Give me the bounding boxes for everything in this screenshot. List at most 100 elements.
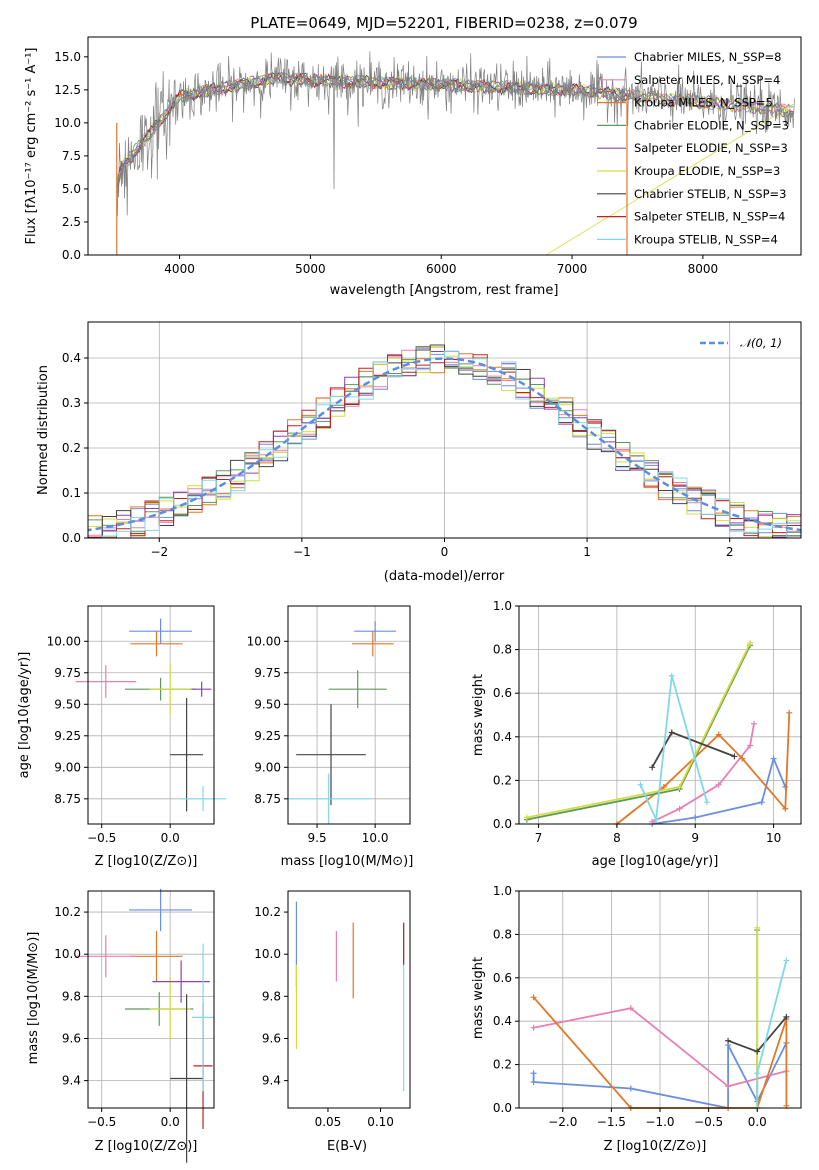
y-tick-label: 10.00: [47, 634, 81, 648]
normal-legend-label: 𝒩(0, 1): [740, 336, 782, 350]
x-tick-label: −1.0: [645, 1115, 674, 1129]
data-marker: [649, 764, 656, 771]
series: [613, 709, 793, 827]
x-tick-label: −1: [293, 545, 311, 559]
age-vs-mass-panel: 9.5 10.0 8.75 9.00 9.25 9.50 9.75 10.00: [247, 605, 411, 845]
x-tick-label: 1: [583, 545, 591, 559]
series: [523, 640, 754, 821]
y-tick-label: 0.4: [493, 730, 512, 744]
errorbar-point: [130, 931, 183, 982]
y-tick-label: 5.0: [62, 182, 81, 196]
mass-vs-metallicity-panel: −0.5 0.0 9.4 9.6 9.8 10.0 10.2: [54, 888, 215, 1163]
spectrum-ylabel: Flux [fλ10⁻¹⁷ erg cm⁻² s⁻¹ A⁻¹]: [24, 48, 39, 245]
x-tick-label: 8: [613, 831, 621, 845]
data-marker: [653, 816, 660, 823]
x-tick-label: −2: [150, 545, 168, 559]
errorbar-point: [149, 663, 191, 715]
data-marker: [530, 1070, 537, 1077]
x-tick-label: 8000: [688, 262, 719, 276]
y-tick-label: 0.2: [62, 441, 81, 455]
data-marker: [782, 805, 789, 812]
p4-xlabel: mass [log10(M/M⊙)]: [281, 854, 414, 869]
axes-frame: [87, 890, 215, 1109]
x-tick-label: 6000: [426, 262, 457, 276]
p3-xlabel: Z [log10(Z/Z⊙)]: [95, 854, 198, 869]
x-tick-label: 0: [441, 545, 449, 559]
data-marker: [758, 799, 765, 806]
p8-ylabel: mass weight: [471, 957, 486, 1039]
errorbar-point: [152, 960, 210, 1003]
errorbar-point: [75, 665, 136, 698]
plot-area: [288, 621, 397, 824]
observed-spectrum: [116, 51, 795, 217]
data-marker: [627, 1085, 634, 1092]
errorbar-point: [192, 943, 214, 1092]
y-tick-label: 9.25: [254, 729, 281, 743]
x-tick-label: −0.5: [87, 1115, 116, 1129]
legend-label: Kroupa MILES, N_SSP=5: [634, 96, 773, 110]
errorbar-point: [351, 631, 394, 657]
data-marker: [704, 799, 710, 806]
y-tick-label: 0.0: [493, 1101, 512, 1115]
x-tick-label: 10: [766, 831, 781, 845]
y-tick-label: 9.00: [254, 760, 281, 774]
legend-label: Salpeter STELIB, N_SSP=4: [634, 210, 785, 224]
x-tick-label: 9.5: [308, 831, 327, 845]
p5-ylabel: mass weight: [471, 674, 486, 756]
x-tick-label: −0.5: [87, 831, 116, 845]
y-tick-label: 0.6: [493, 686, 512, 700]
x-tick-label: 0.05: [315, 1115, 342, 1129]
errorbar-point: [170, 697, 204, 812]
x-tick-label: 7: [535, 831, 543, 845]
data-marker: [739, 755, 746, 762]
data-marker: [786, 709, 793, 716]
y-tick-label: 0.2: [493, 773, 512, 787]
y-tick-label: 0.0: [62, 248, 81, 262]
y-tick-label: 7.5: [62, 149, 81, 163]
y-tick-label: 9.50: [254, 697, 281, 711]
axes-frame: [287, 890, 411, 1109]
plot-area: [75, 888, 214, 1163]
errorbar-point: [179, 786, 227, 812]
x-tick-label: 0.10: [367, 1115, 394, 1129]
axes-frame: [87, 605, 215, 825]
spectrum-ticks: 4000 5000 6000 7000 8000 0.0 2.5 5.0 7.5 10.0 12.5…: [54, 50, 718, 276]
p5-xlabel: age [log10(age/yr)]: [592, 854, 719, 869]
x-tick-label: 4000: [164, 262, 195, 276]
y-tick-label: 8.75: [254, 792, 281, 806]
data-marker: [754, 1070, 761, 1077]
y-tick-label: 9.75: [54, 666, 81, 680]
data-marker: [747, 742, 754, 749]
x-tick-label: 10.0: [362, 831, 389, 845]
data-marker: [523, 814, 530, 821]
legend-label: Kroupa STELIB, N_SSP=4: [634, 232, 778, 246]
p7-xlabel: E(B-V): [327, 1139, 367, 1154]
data-marker: [783, 1013, 790, 1020]
massweight-vs-metallicity-panel: −2.0 −1.5 −1.0 −0.5 0.0 0.0 0.2 0.4 0.6 0.8 1.0: [493, 884, 802, 1129]
spectrum-lines: [116, 51, 795, 255]
legend-label: Chabrier ELODIE, N_SSP=3: [634, 118, 789, 132]
plot-area: [295, 901, 405, 1092]
data-marker: [668, 672, 675, 679]
y-tick-label: 10.0: [54, 947, 81, 961]
y-tick-label: 10.0: [254, 947, 281, 961]
y-tick-label: 9.50: [54, 697, 81, 711]
y-tick-label: 0.4: [62, 351, 81, 365]
y-tick-label: 0.0: [62, 531, 81, 545]
data-marker: [754, 1048, 761, 1055]
mass-vs-ebv-panel: 0.05 0.10 9.4 9.6 9.8 10.0 10.2: [254, 890, 411, 1129]
y-tick-label: 9.8: [262, 989, 281, 1003]
data-marker: [530, 1078, 537, 1085]
data-marker: [715, 781, 722, 788]
errorbar-point: [149, 977, 191, 1041]
data-marker: [751, 720, 757, 727]
plot-area: [75, 618, 227, 812]
y-tick-label: 10.2: [254, 905, 281, 919]
y-tick-label: 2.5: [62, 215, 81, 229]
axes-frame: [518, 605, 802, 825]
spectrum-title: PLATE=0649, MJD=52201, FIBERID=0238, z=0…: [250, 14, 637, 32]
massweight-vs-age-panel: 7 8 9 10 0.0 0.2 0.4 0.6 0.8 1.0: [493, 599, 802, 845]
y-tick-label: 0.8: [493, 927, 512, 941]
x-tick-label: 0.0: [748, 1115, 767, 1129]
errorbar-point: [288, 773, 370, 824]
